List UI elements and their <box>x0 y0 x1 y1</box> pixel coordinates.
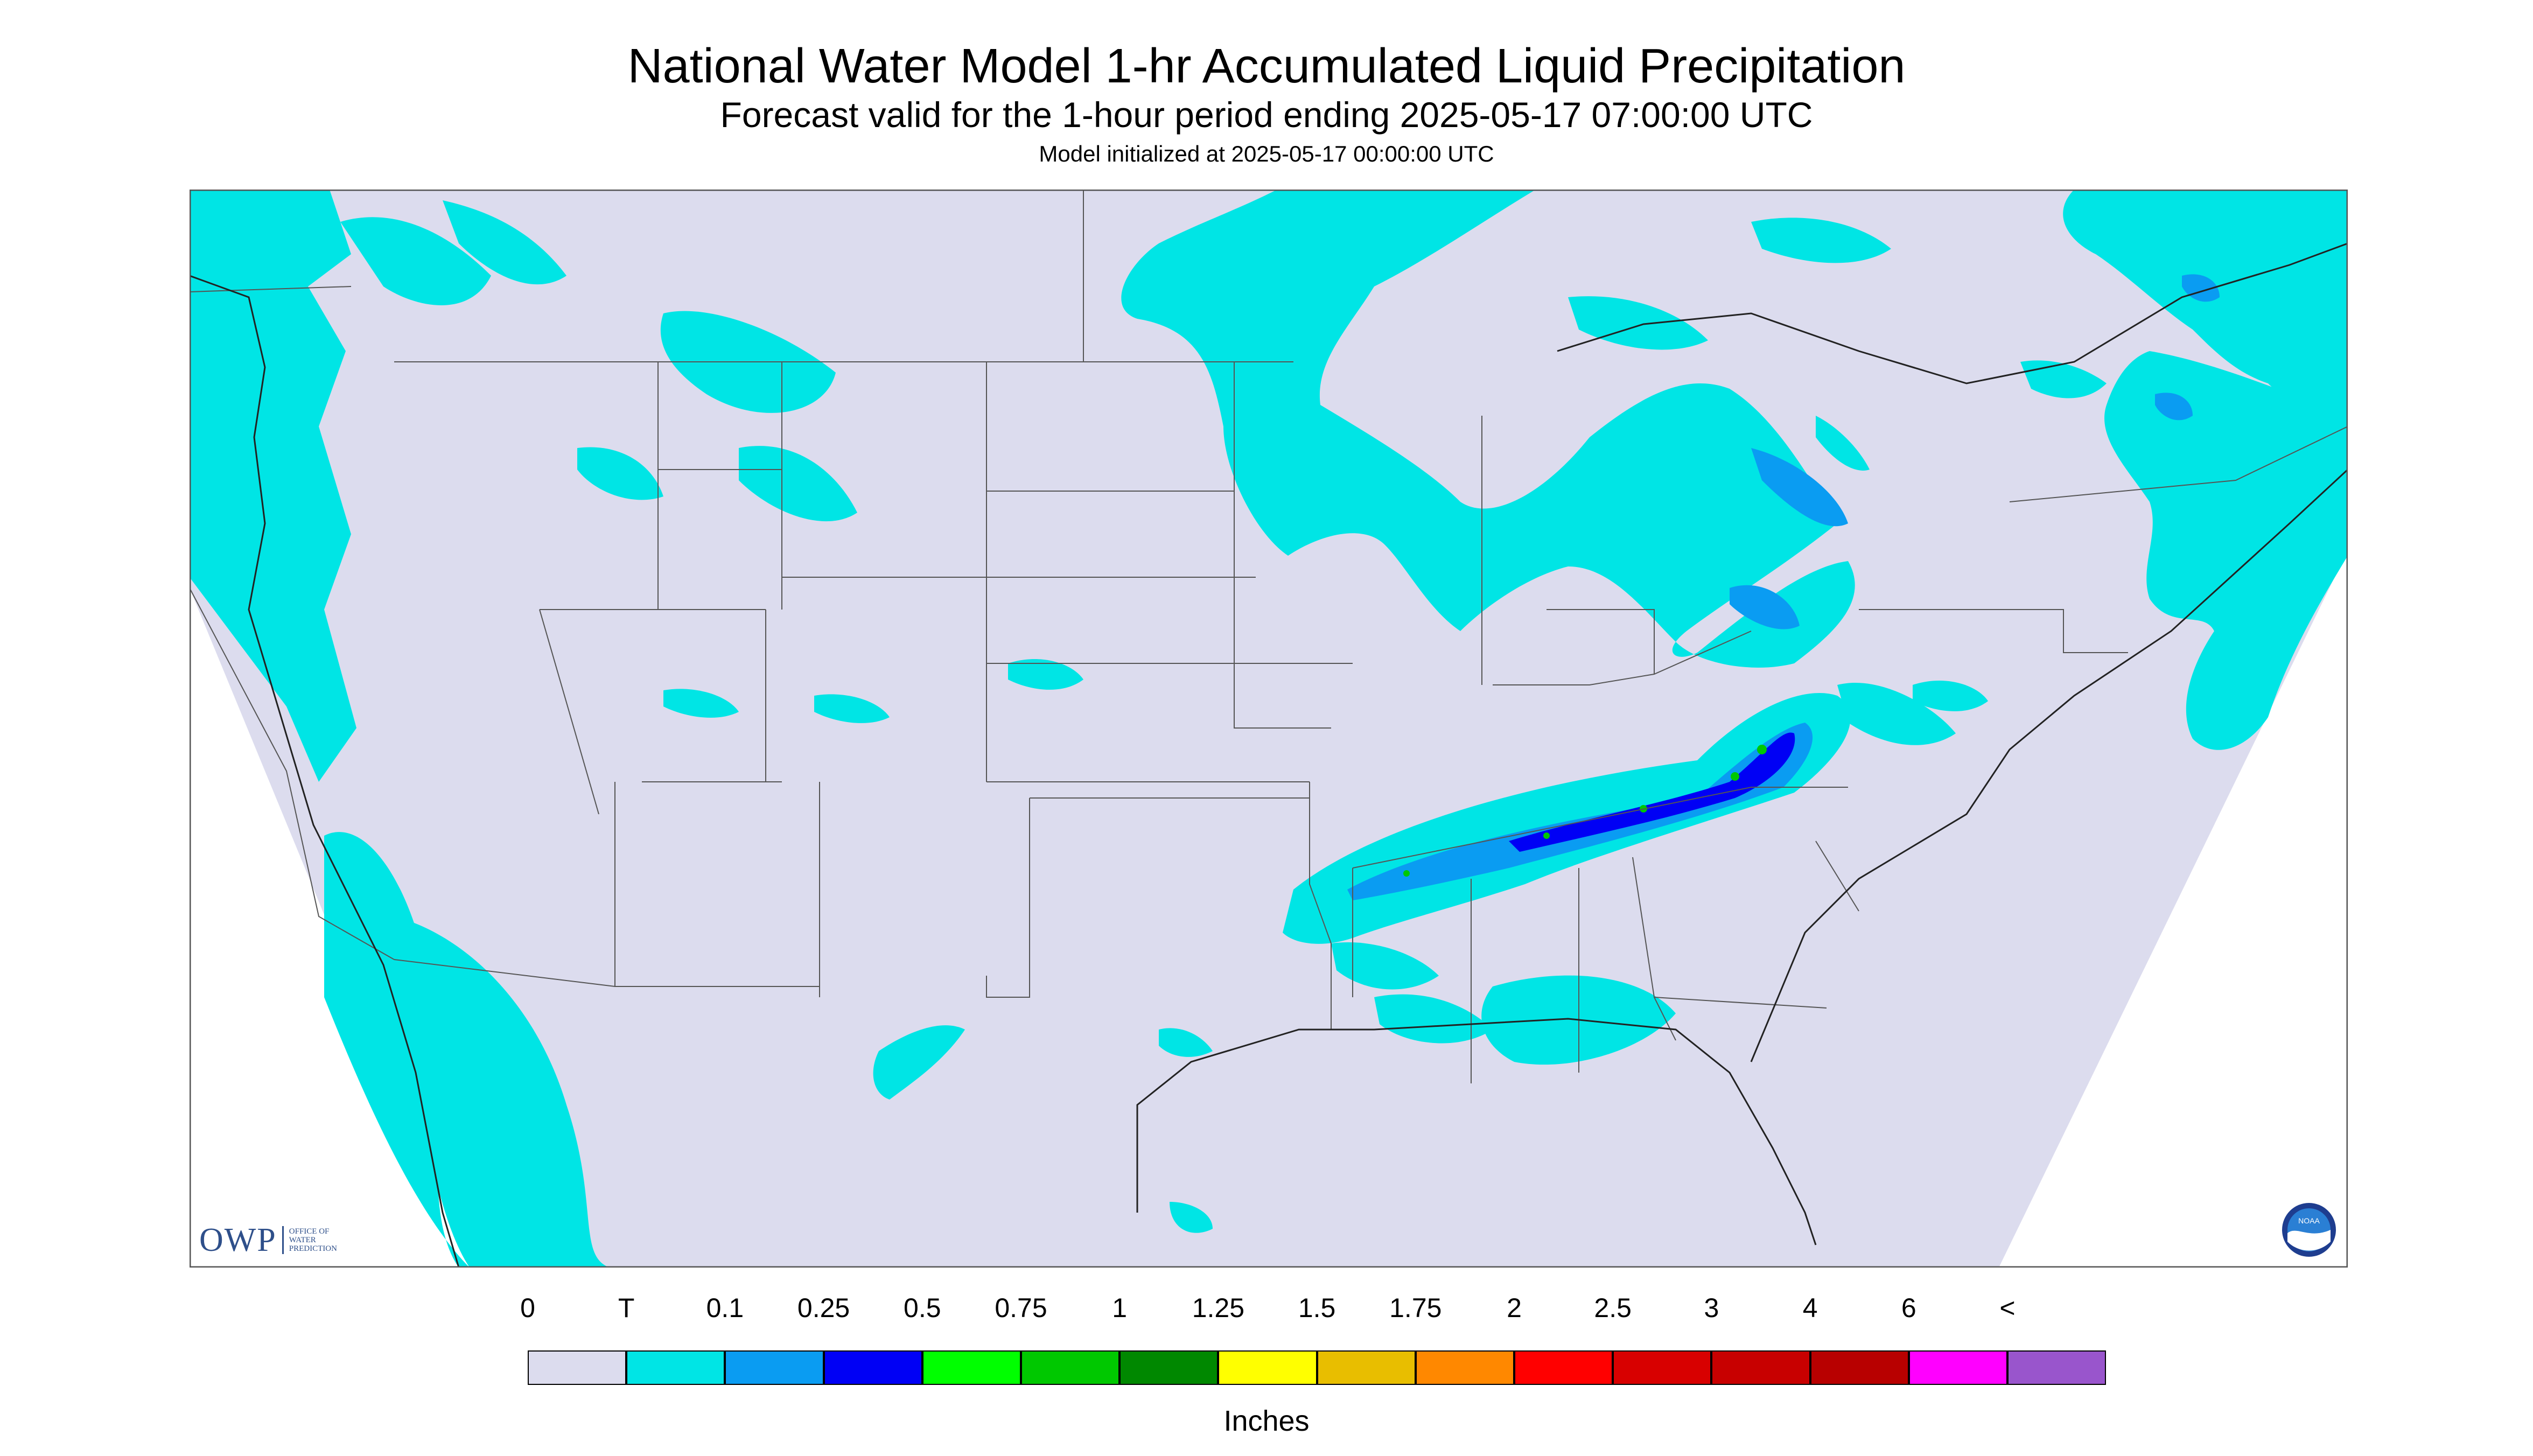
legend-tick-label: 0.5 <box>904 1293 941 1323</box>
legend-tick-label: 1.75 <box>1389 1293 1442 1323</box>
light-precip-areas <box>1347 274 2220 900</box>
legend-swatch <box>1711 1350 1810 1385</box>
legend-tick-label: T <box>618 1293 635 1323</box>
owp-logo-letters: OWP <box>199 1221 277 1258</box>
precipitation-map <box>190 190 2348 1268</box>
noaa-logo: NOAA <box>2282 1203 2336 1257</box>
chart-title: National Water Model 1-hr Accumulated Li… <box>627 39 1906 93</box>
legend-swatch <box>1514 1350 1613 1385</box>
legend-swatch <box>823 1350 922 1385</box>
legend-tick-label: 0.1 <box>706 1293 744 1323</box>
legend-swatch <box>1119 1350 1219 1385</box>
legend-swatch <box>1613 1350 1712 1385</box>
legend-swatch <box>1415 1350 1514 1385</box>
legend-swatch <box>1908 1350 2007 1385</box>
legend-tick-label: 0 <box>520 1293 535 1323</box>
legend-tick-label: 1.5 <box>1298 1293 1336 1323</box>
owp-logo-text: OFFICE OF WATER PREDICTION <box>289 1227 337 1253</box>
legend-units-label: Inches <box>1223 1405 1310 1437</box>
precipitation-legend: 0 T 0.1 0.25 0.5 0.75 1 1.25 1.5 1.75 2 2.5 3 4 6 < Inch… <box>0 1292 2533 1454</box>
state-boundaries <box>190 190 2348 1083</box>
legend-tick-label: 0.75 <box>995 1293 1047 1323</box>
legend-swatch <box>1218 1350 1317 1385</box>
chart-subtitle: Forecast valid for the 1-hour period end… <box>720 95 1813 135</box>
legend-swatch <box>725 1350 824 1385</box>
legend-swatch <box>1810 1350 1909 1385</box>
legend-tick-label: 0.25 <box>797 1293 850 1323</box>
legend-tick-label: 2.5 <box>1594 1293 1632 1323</box>
owp-logo-divider <box>282 1226 284 1254</box>
legend-tick-label: < <box>1999 1293 2016 1323</box>
heavy-precip-specks <box>1403 745 1767 877</box>
coastlines <box>190 242 2348 1268</box>
owp-logo: OWP OFFICE OF WATER PREDICTION <box>199 1221 337 1259</box>
legend-tick-label: 1 <box>1112 1293 1128 1323</box>
outside-area-right <box>1999 550 2348 1268</box>
map-frame <box>190 190 2348 1268</box>
legend-swatch <box>528 1350 627 1385</box>
legend-swatch <box>1317 1350 1416 1385</box>
legend-swatch <box>1021 1350 1120 1385</box>
legend-tick-label: 3 <box>1704 1293 1719 1323</box>
legend-tick-label: 1.25 <box>1192 1293 1245 1323</box>
legend-swatch <box>626 1350 725 1385</box>
model-init-text: Model initialized at 2025-05-17 00:00:00… <box>1039 141 1494 166</box>
legend-tick-label: 6 <box>1901 1293 1916 1323</box>
legend-tick-label: 4 <box>1802 1293 1818 1323</box>
svg-text:NOAA: NOAA <box>2298 1216 2320 1225</box>
legend-swatch <box>2007 1350 2107 1385</box>
legend-tick-label: 2 <box>1507 1293 1522 1323</box>
legend-swatch <box>922 1350 1021 1385</box>
